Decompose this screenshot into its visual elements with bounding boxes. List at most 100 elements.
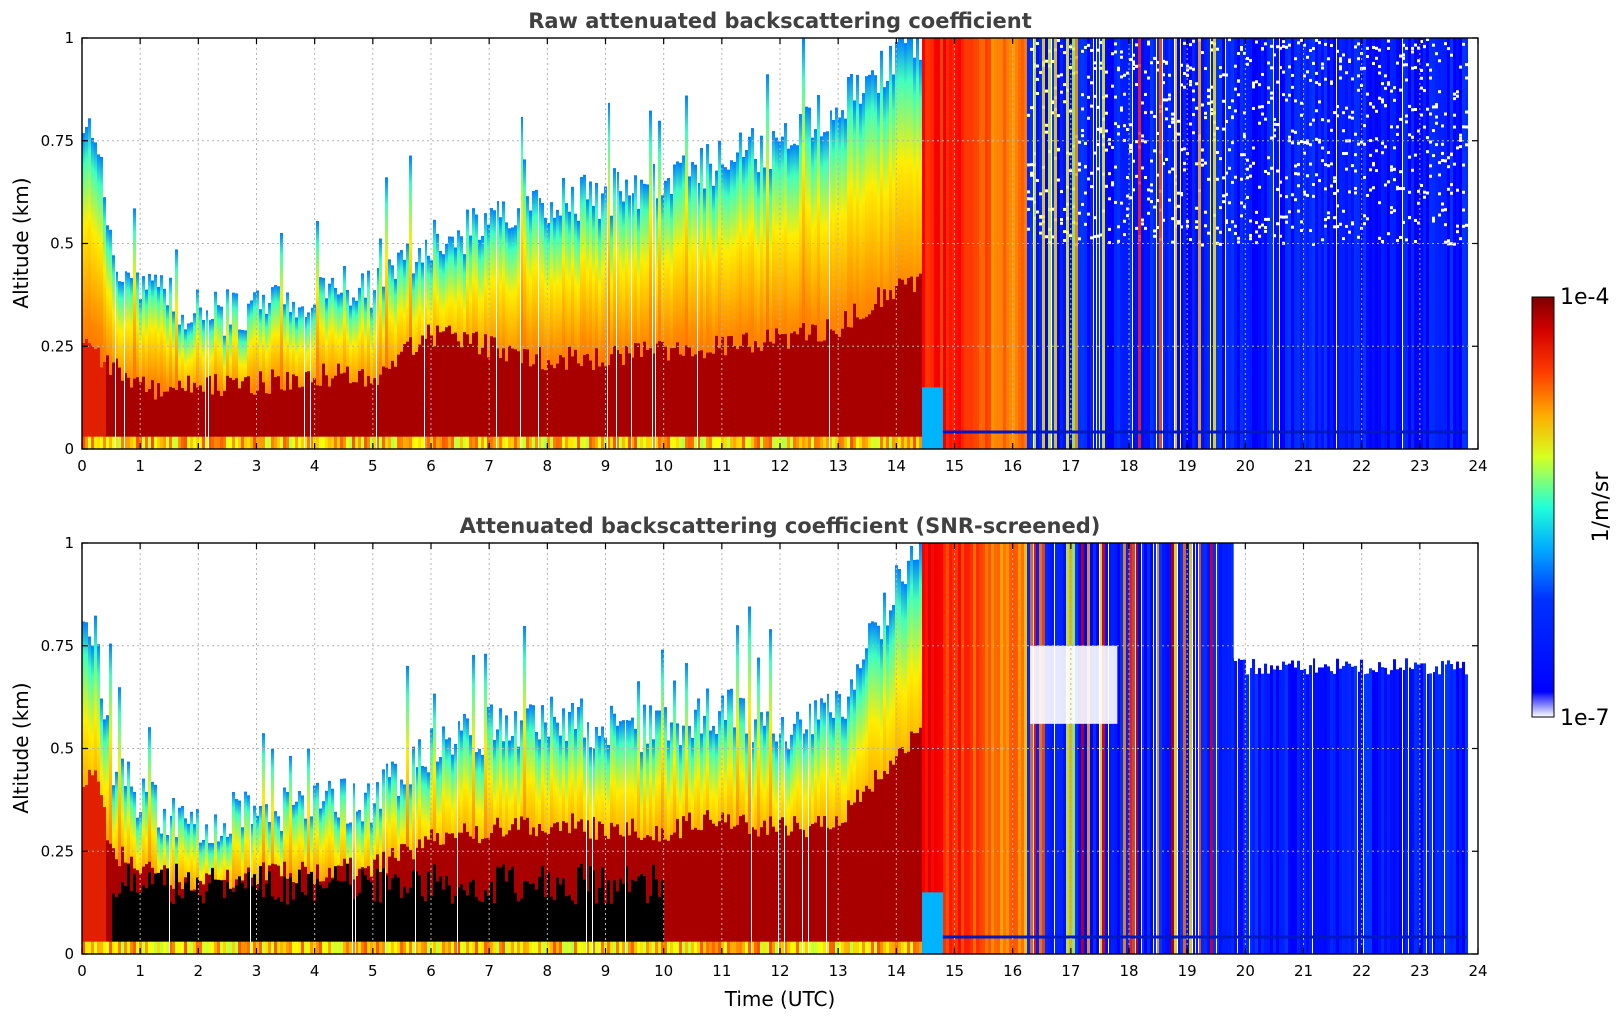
heatmap-column	[1264, 38, 1267, 449]
speckle	[1300, 113, 1303, 117]
heatmap-column	[1078, 543, 1081, 954]
ground-band	[208, 941, 211, 954]
heatmap-core	[487, 357, 490, 449]
speckle	[1342, 209, 1345, 213]
speckle	[1165, 157, 1168, 161]
ground-band	[589, 436, 592, 449]
heatmap-core	[397, 354, 400, 449]
speckle	[1249, 237, 1252, 241]
ground-band	[703, 941, 706, 954]
ground-band	[547, 436, 550, 449]
plume-column	[1075, 38, 1078, 449]
x-tick-label: 17	[1061, 457, 1080, 475]
heatmap-column	[280, 232, 283, 449]
speckle	[1129, 143, 1132, 147]
saturation-column	[307, 873, 310, 954]
ground-band	[676, 436, 679, 449]
heatmap-column	[1204, 543, 1207, 954]
ground-band	[553, 941, 556, 954]
ground-band	[739, 436, 742, 449]
heatmap-column	[1318, 667, 1321, 954]
saturation-column	[562, 878, 565, 954]
ground-band	[85, 941, 88, 954]
speckle	[1120, 50, 1123, 54]
heatmap-column	[820, 698, 823, 954]
ground-band	[304, 436, 307, 449]
heatmap-column	[1225, 543, 1228, 954]
heatmap-column	[286, 791, 289, 954]
speckle	[1411, 46, 1414, 50]
speckle	[1243, 205, 1246, 209]
speckle	[1465, 143, 1468, 147]
heatmap-column	[376, 268, 379, 449]
heatmap-column	[679, 162, 682, 449]
ground-band	[577, 941, 580, 954]
heatmap-core	[268, 393, 271, 449]
gap-line	[205, 38, 206, 449]
saturation-column	[193, 891, 196, 954]
heatmap-core	[790, 333, 793, 449]
ground-band	[679, 941, 682, 954]
speckle	[1390, 206, 1393, 210]
heatmap-column	[664, 180, 667, 449]
heatmap-column	[817, 95, 820, 449]
heatmap-column	[1114, 543, 1117, 954]
heatmap-column	[268, 302, 271, 449]
x-tick-label: 15	[945, 962, 964, 980]
speckle	[1342, 129, 1345, 133]
ground-band	[118, 436, 121, 449]
speckle	[1294, 57, 1297, 61]
speckle	[1129, 146, 1132, 150]
heatmap-column	[550, 202, 553, 449]
heatmap-core	[424, 836, 427, 954]
ground-band	[433, 436, 436, 449]
ground-band	[802, 436, 805, 449]
speckle	[1366, 217, 1369, 221]
speckle	[1252, 85, 1255, 89]
speckle	[1222, 73, 1225, 77]
heatmap-core	[886, 774, 889, 954]
saturation-column	[475, 896, 478, 954]
speckle	[1153, 205, 1156, 209]
speckle	[1318, 82, 1321, 86]
saturation-column	[199, 895, 202, 954]
speckle	[1027, 163, 1030, 167]
gap-line	[1099, 543, 1100, 954]
saturation-column	[178, 895, 181, 954]
heatmap-core	[325, 375, 328, 449]
speckle	[1060, 190, 1063, 194]
heatmap-core	[658, 340, 661, 449]
heatmap-column	[580, 177, 583, 449]
speckle	[1402, 53, 1405, 57]
heatmap-core	[646, 835, 649, 954]
speckle	[1297, 172, 1300, 176]
heatmap-core	[166, 391, 169, 449]
speckle	[1246, 176, 1249, 180]
screened-gap	[1233, 543, 1478, 659]
speckle	[1096, 167, 1099, 171]
heatmap-column	[1249, 668, 1252, 954]
heatmap-column	[1144, 38, 1147, 449]
speckle	[1294, 130, 1297, 134]
speckle	[1168, 73, 1171, 77]
heatmap-column	[235, 293, 238, 449]
ground-band	[148, 941, 151, 954]
ground-band	[433, 941, 436, 954]
ground-band	[223, 436, 226, 449]
saturation-column	[301, 892, 304, 954]
heatmap-core	[772, 826, 775, 954]
heatmap-core	[541, 369, 544, 449]
heatmap-column	[955, 38, 958, 449]
heatmap-column	[1273, 38, 1276, 449]
speckle	[1243, 51, 1246, 55]
ground-band	[121, 436, 124, 449]
speckle	[1204, 66, 1207, 70]
heatmap-core	[466, 334, 469, 449]
heatmap-core	[736, 824, 739, 954]
speckle	[1408, 190, 1411, 194]
heatmap-column	[1189, 38, 1192, 449]
heatmap-column	[904, 43, 907, 449]
ground-band	[121, 941, 124, 954]
heatmap-core	[739, 816, 742, 954]
heatmap-column	[118, 687, 121, 954]
